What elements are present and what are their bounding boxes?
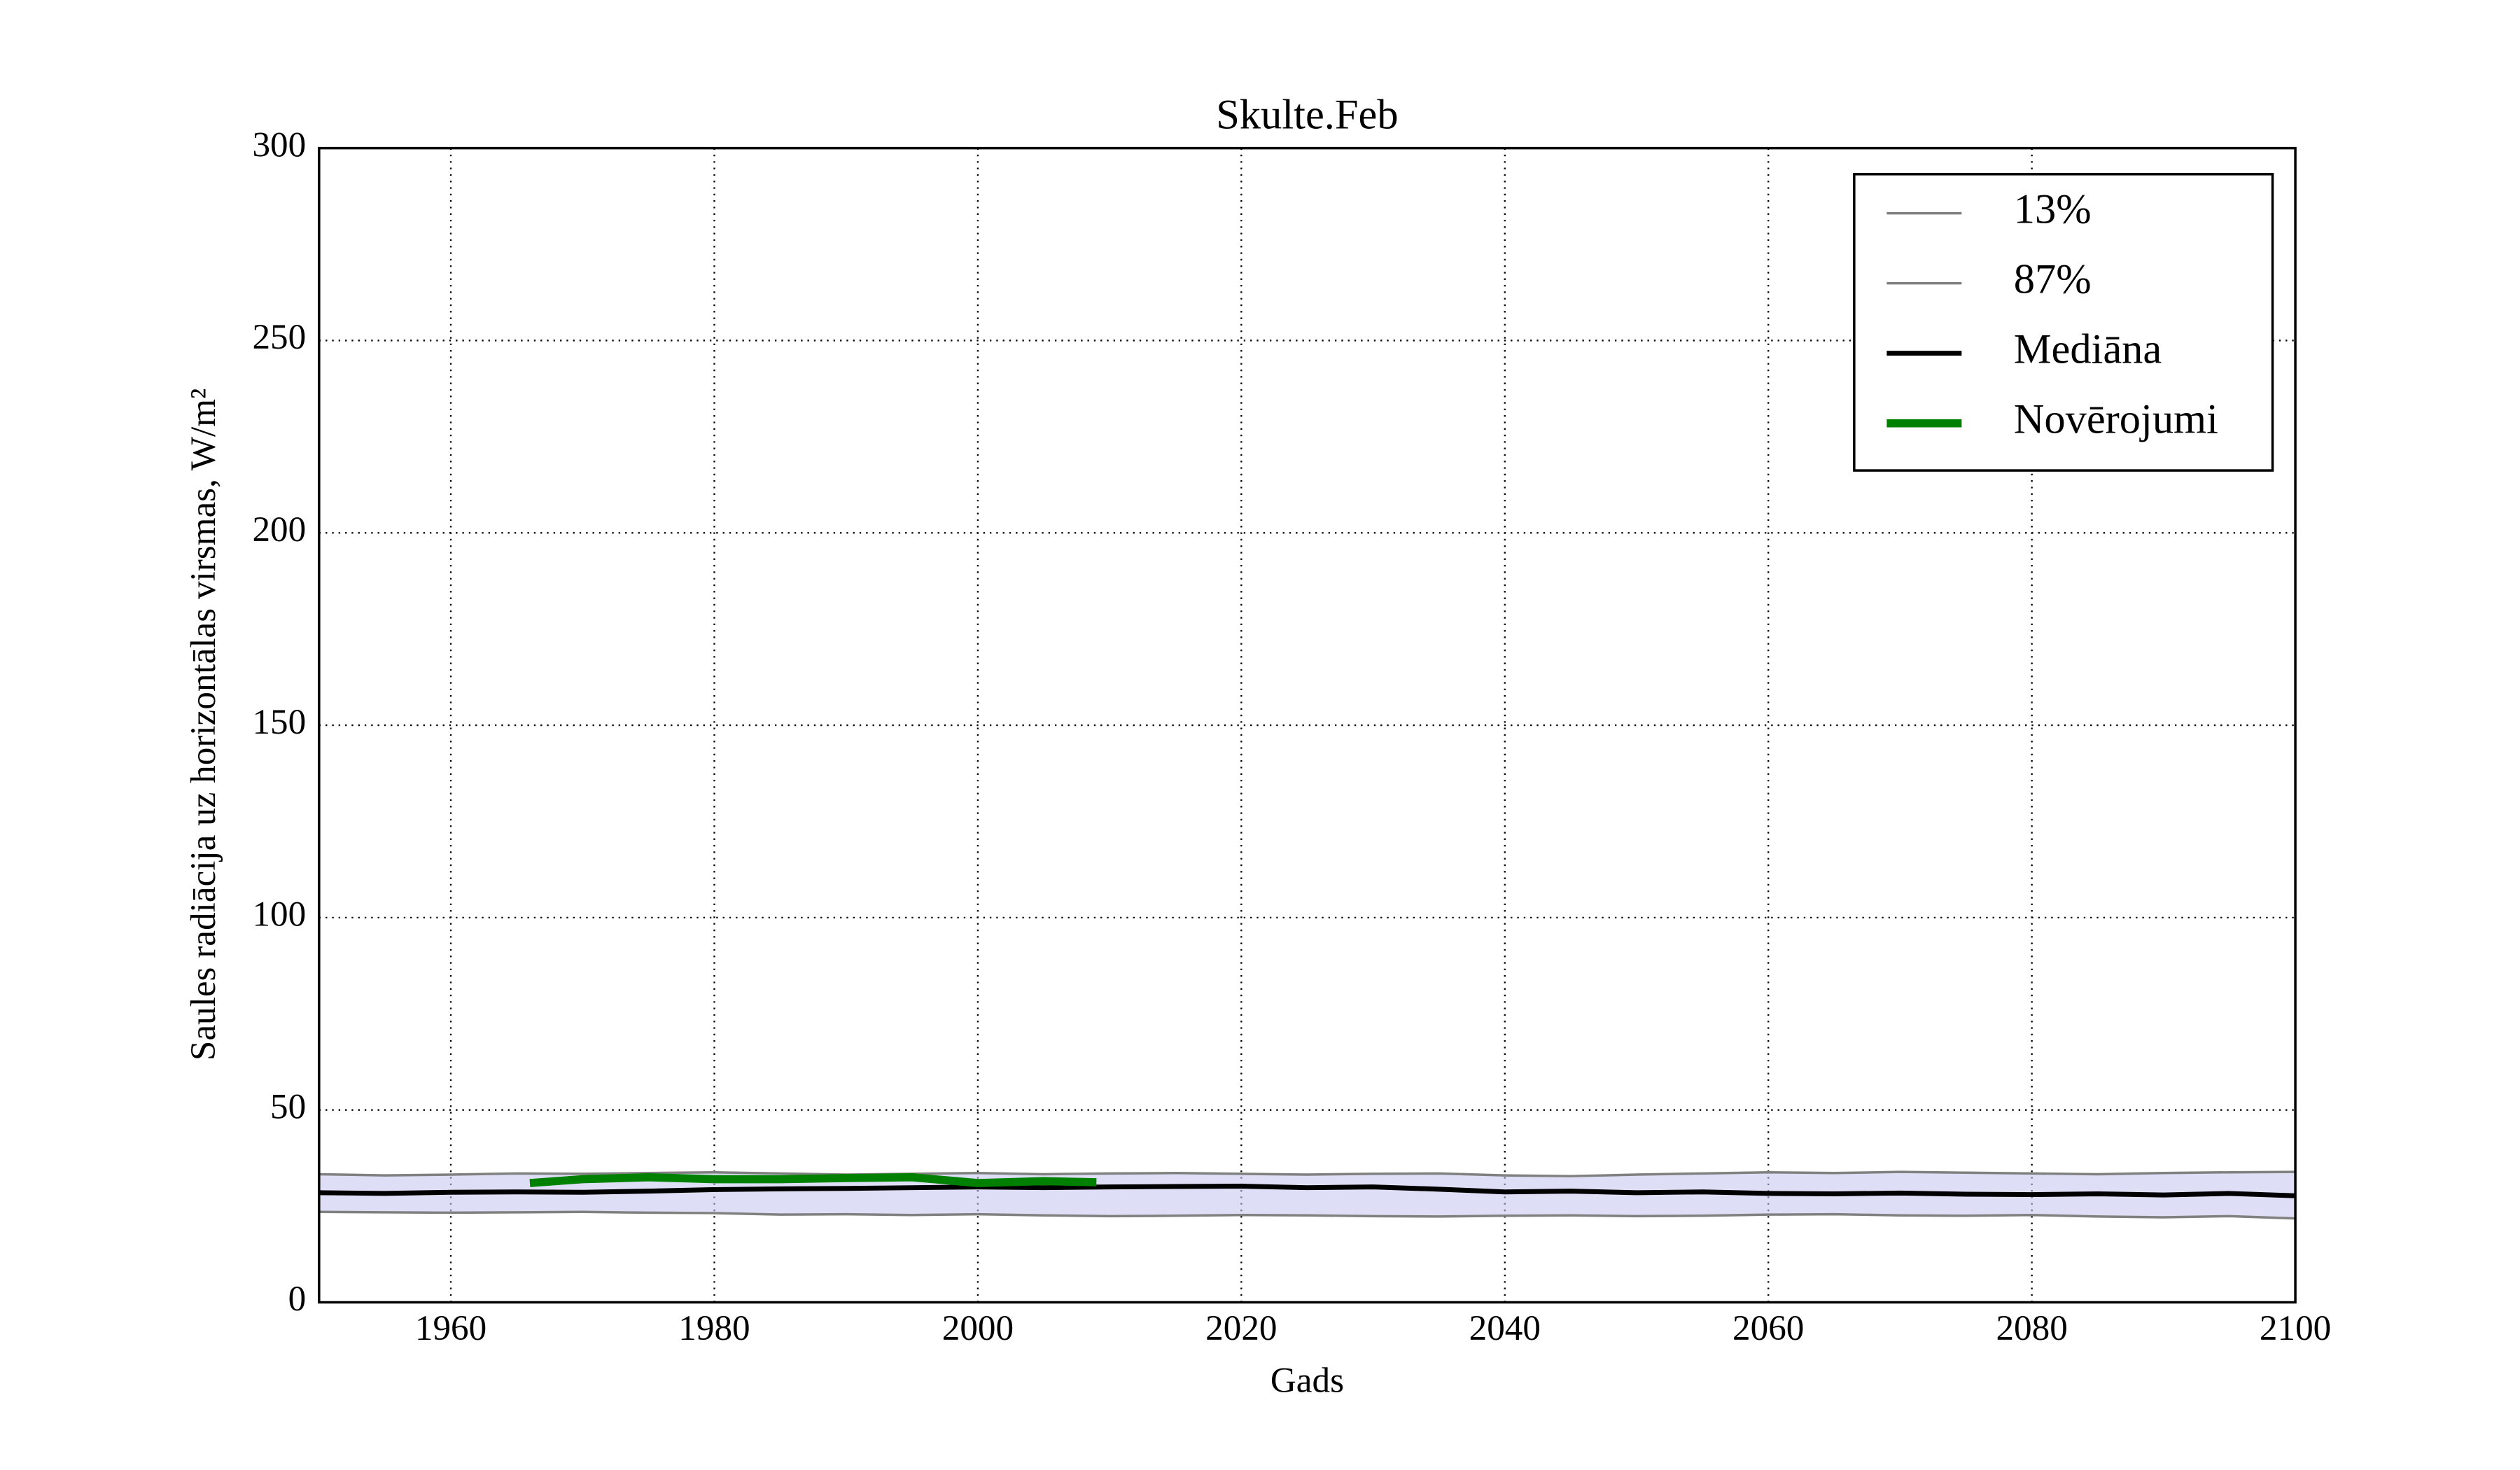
band [318,1172,2296,1219]
legend: 13% 87% Mediāna Novērojumi [1853,173,2274,472]
legend-label: 87% [2014,256,2092,303]
x-tick-label: 2000 [942,1308,1014,1348]
series-line [529,1173,1097,1187]
plot-frame [318,146,2297,1304]
y-tick-label: 50 [270,1086,306,1126]
y-tick-label: 250 [252,317,306,357]
x-tick-label: 2020 [1205,1308,1277,1348]
legend-label: Mediāna [2014,326,2162,373]
series-line [318,1183,2296,1198]
x-axis-label: Gads [1270,1360,1344,1400]
series-line [318,1170,2296,1177]
y-tick-label: 100 [252,895,306,934]
legend-label: Novērojumi [2014,396,2218,443]
y-tick-label: 150 [252,702,306,742]
x-tick-label: 2060 [1732,1308,1804,1348]
y-axis-label: Saules radiācija uz horizontālas virsmas… [183,388,223,1061]
y-tick-label: 300 [252,125,306,164]
chart-title: Skulte.Feb [1216,92,1398,139]
series-line [318,1210,2296,1220]
x-tick-label: 2040 [1469,1308,1541,1348]
y-tick-label: 0 [288,1279,307,1319]
x-tick-label: 2100 [2260,1308,2331,1348]
y-tick-label: 200 [252,510,306,550]
x-tick-label: 1980 [678,1308,750,1348]
x-tick-label: 2080 [1996,1308,2067,1348]
x-tick-label: 1960 [415,1308,486,1348]
legend-label: 13% [2014,186,2092,233]
